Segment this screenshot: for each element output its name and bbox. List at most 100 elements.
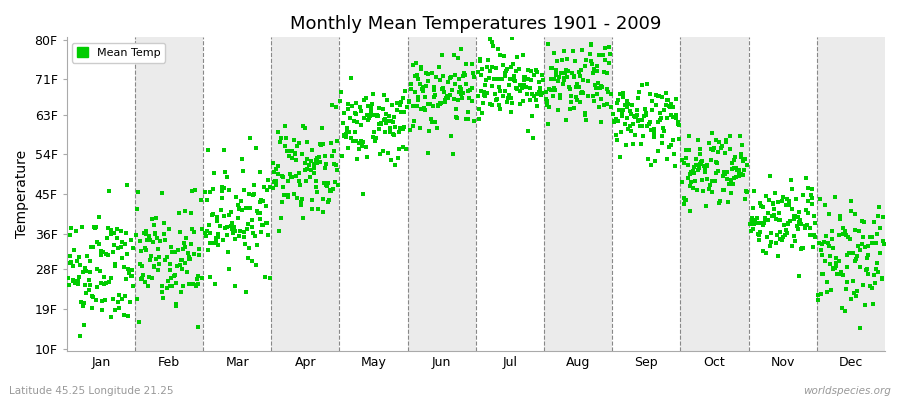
Point xyxy=(284,174,298,180)
Point xyxy=(559,116,573,123)
Point xyxy=(783,218,797,224)
Point xyxy=(242,244,256,251)
Point xyxy=(73,262,87,268)
Point xyxy=(770,253,785,260)
Point xyxy=(211,231,225,237)
Point xyxy=(282,153,296,160)
Point xyxy=(384,157,399,164)
Point xyxy=(104,275,118,281)
Point xyxy=(182,281,196,288)
Point xyxy=(357,97,372,104)
Point xyxy=(518,74,532,80)
Point xyxy=(547,50,562,56)
Point xyxy=(421,150,436,156)
Point xyxy=(451,55,465,62)
Point xyxy=(512,66,526,72)
Point xyxy=(491,46,506,52)
Point xyxy=(182,253,196,260)
Point xyxy=(859,266,873,273)
Point xyxy=(542,103,556,110)
Point xyxy=(276,184,291,190)
Point xyxy=(564,93,579,99)
Point xyxy=(464,85,479,91)
Point xyxy=(620,104,634,110)
Point xyxy=(607,118,621,125)
Point xyxy=(202,221,216,228)
Point xyxy=(395,95,410,102)
Point xyxy=(413,80,428,87)
Point xyxy=(651,92,665,99)
Point xyxy=(759,250,773,256)
Point xyxy=(107,261,122,268)
Point xyxy=(117,293,131,299)
Point xyxy=(231,206,246,212)
Point xyxy=(680,196,694,203)
Point xyxy=(491,76,505,82)
Point xyxy=(849,293,863,299)
Point xyxy=(840,252,854,258)
Point xyxy=(213,222,228,229)
Point xyxy=(453,84,467,90)
Point xyxy=(569,84,583,90)
Point xyxy=(484,102,499,108)
Point xyxy=(749,220,763,227)
Point xyxy=(237,234,251,240)
Point xyxy=(775,198,789,204)
Point xyxy=(580,92,595,99)
Point xyxy=(364,107,378,113)
Point xyxy=(495,76,509,82)
Point xyxy=(377,117,392,123)
Point xyxy=(502,82,517,88)
Point xyxy=(472,58,487,64)
Point xyxy=(68,228,83,234)
Point xyxy=(457,71,472,78)
Point xyxy=(176,266,190,272)
Point xyxy=(542,86,556,92)
Point xyxy=(256,222,270,228)
Point xyxy=(495,62,509,68)
Point xyxy=(555,81,570,88)
Point xyxy=(817,202,832,209)
Point xyxy=(839,286,853,292)
Point xyxy=(99,280,113,286)
Point xyxy=(372,121,386,128)
Point xyxy=(634,116,649,123)
Point xyxy=(504,94,518,101)
Point xyxy=(309,184,323,190)
Point xyxy=(624,128,638,134)
Point xyxy=(691,137,706,143)
Point xyxy=(649,92,663,99)
Point xyxy=(268,178,283,184)
Point xyxy=(578,112,592,118)
Point xyxy=(762,173,777,180)
Point xyxy=(785,243,799,250)
Point xyxy=(430,124,445,131)
Point xyxy=(521,128,535,134)
Point xyxy=(459,81,473,87)
Point xyxy=(322,197,337,204)
Point xyxy=(187,229,202,235)
Point xyxy=(404,80,419,87)
Point xyxy=(779,196,794,203)
Point xyxy=(630,117,644,124)
Point xyxy=(256,184,271,190)
Point xyxy=(242,205,256,212)
Point xyxy=(598,57,612,64)
Point xyxy=(217,146,231,153)
Point xyxy=(118,240,132,247)
Point xyxy=(194,275,209,281)
Point xyxy=(82,277,96,283)
Point xyxy=(267,168,282,175)
Point xyxy=(848,210,862,217)
Point xyxy=(640,81,654,88)
Point xyxy=(454,90,468,97)
Point xyxy=(602,44,616,50)
Point xyxy=(473,72,488,78)
Point xyxy=(292,140,306,146)
Point xyxy=(410,94,425,100)
Point xyxy=(526,72,541,78)
Point xyxy=(354,138,368,144)
Point xyxy=(374,120,388,126)
Point xyxy=(643,119,657,126)
Point xyxy=(126,245,140,251)
